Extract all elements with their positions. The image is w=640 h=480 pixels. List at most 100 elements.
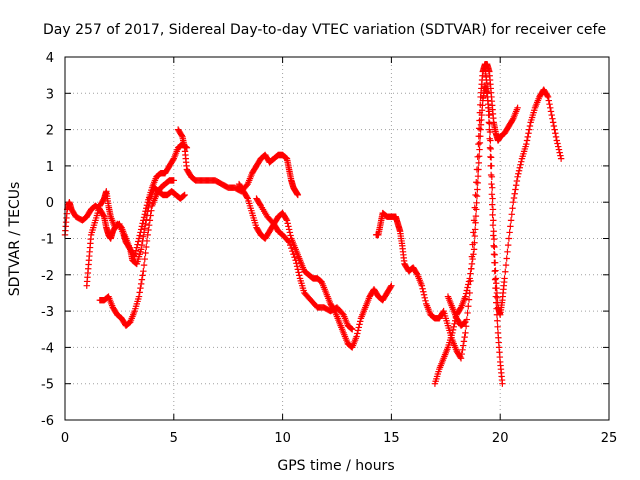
data-point bbox=[295, 269, 302, 276]
data-point bbox=[135, 238, 142, 245]
data-point bbox=[472, 191, 479, 199]
data-point bbox=[512, 186, 519, 193]
data-point bbox=[488, 180, 495, 188]
data-point bbox=[465, 278, 473, 285]
data-point bbox=[100, 212, 107, 219]
data-point bbox=[464, 309, 471, 317]
axis-ticks: 0 5 10 15 20 25 -6 -5 -4 -3 -2 -1 0 1 2 3 4 bbox=[41, 51, 617, 446]
data-point bbox=[137, 246, 145, 253]
data-point bbox=[526, 122, 534, 130]
data-point bbox=[143, 243, 150, 251]
data-point bbox=[473, 179, 480, 186]
data-point bbox=[137, 284, 144, 292]
data-point bbox=[487, 145, 494, 153]
data-point bbox=[286, 229, 294, 236]
data-point bbox=[285, 238, 293, 246]
y-tick-label: -1 bbox=[41, 233, 54, 248]
data-point bbox=[347, 324, 354, 332]
data-point bbox=[137, 226, 145, 233]
data-point bbox=[525, 130, 532, 137]
data-point bbox=[523, 137, 531, 144]
data-point bbox=[508, 211, 516, 218]
data-point bbox=[462, 318, 469, 326]
data-point bbox=[139, 220, 146, 227]
x-tick-label: 0 bbox=[61, 431, 69, 446]
data-point bbox=[486, 135, 493, 142]
data-point bbox=[354, 327, 362, 334]
data-point bbox=[467, 270, 474, 277]
data-point bbox=[549, 115, 556, 122]
data-point bbox=[552, 130, 559, 137]
data-point bbox=[463, 287, 471, 294]
data-point bbox=[472, 219, 479, 226]
data-point bbox=[484, 97, 492, 104]
data-point bbox=[148, 207, 155, 214]
data-point bbox=[492, 293, 500, 300]
data-point bbox=[132, 247, 140, 254]
data-point bbox=[461, 319, 468, 326]
data-point bbox=[515, 170, 522, 177]
data-point bbox=[503, 255, 510, 262]
data-point bbox=[468, 260, 476, 268]
data-point bbox=[548, 111, 555, 119]
data-point bbox=[470, 246, 478, 253]
data-point bbox=[475, 140, 482, 148]
data-point bbox=[471, 232, 479, 240]
data-point bbox=[487, 171, 495, 179]
data-point bbox=[462, 329, 469, 337]
y-tick-label: -5 bbox=[41, 378, 54, 393]
data-point bbox=[141, 255, 148, 263]
data-point bbox=[451, 320, 458, 328]
data-point bbox=[555, 143, 562, 150]
data-point bbox=[491, 276, 499, 283]
data-point bbox=[489, 195, 496, 202]
data-point bbox=[493, 299, 500, 306]
data-point bbox=[283, 215, 290, 223]
data-point bbox=[284, 237, 292, 245]
data-point bbox=[547, 108, 555, 115]
plot-frame bbox=[64, 56, 610, 421]
data-point bbox=[471, 226, 479, 233]
data-point bbox=[509, 205, 516, 212]
data-point bbox=[550, 122, 558, 130]
y-tick-label: 0 bbox=[46, 196, 54, 211]
data-point bbox=[475, 125, 483, 132]
data-point bbox=[126, 244, 133, 252]
data-point bbox=[492, 267, 499, 274]
data-point bbox=[142, 220, 149, 228]
data-point bbox=[486, 126, 493, 133]
data-point bbox=[506, 229, 513, 236]
x-tick-label: 25 bbox=[601, 431, 618, 446]
data-point bbox=[485, 111, 492, 119]
data-point bbox=[348, 325, 355, 332]
y-tick-label: 4 bbox=[46, 51, 54, 66]
data-point bbox=[557, 155, 565, 162]
data-point bbox=[419, 285, 426, 292]
data-point bbox=[487, 154, 495, 161]
x-tick-label: 20 bbox=[492, 431, 509, 446]
data-point bbox=[491, 267, 498, 275]
data-point bbox=[141, 225, 148, 232]
data-point bbox=[470, 251, 477, 258]
data-point bbox=[504, 241, 512, 249]
data-point bbox=[287, 241, 294, 249]
data-point bbox=[181, 191, 188, 199]
data-point bbox=[284, 220, 291, 227]
data-point bbox=[491, 259, 498, 266]
data-point bbox=[557, 152, 564, 159]
data-point bbox=[283, 217, 291, 224]
data-point bbox=[490, 242, 497, 249]
data-point bbox=[465, 281, 472, 288]
data-point bbox=[555, 146, 563, 153]
data-point bbox=[489, 221, 497, 229]
data-point bbox=[145, 226, 152, 234]
data-point bbox=[138, 241, 146, 249]
data-point bbox=[144, 231, 151, 239]
data-point bbox=[507, 223, 514, 230]
data-point bbox=[421, 294, 428, 301]
data-point bbox=[140, 229, 148, 236]
x-tick-label: 10 bbox=[274, 431, 291, 446]
data-point bbox=[465, 303, 472, 310]
data-point bbox=[147, 212, 154, 219]
